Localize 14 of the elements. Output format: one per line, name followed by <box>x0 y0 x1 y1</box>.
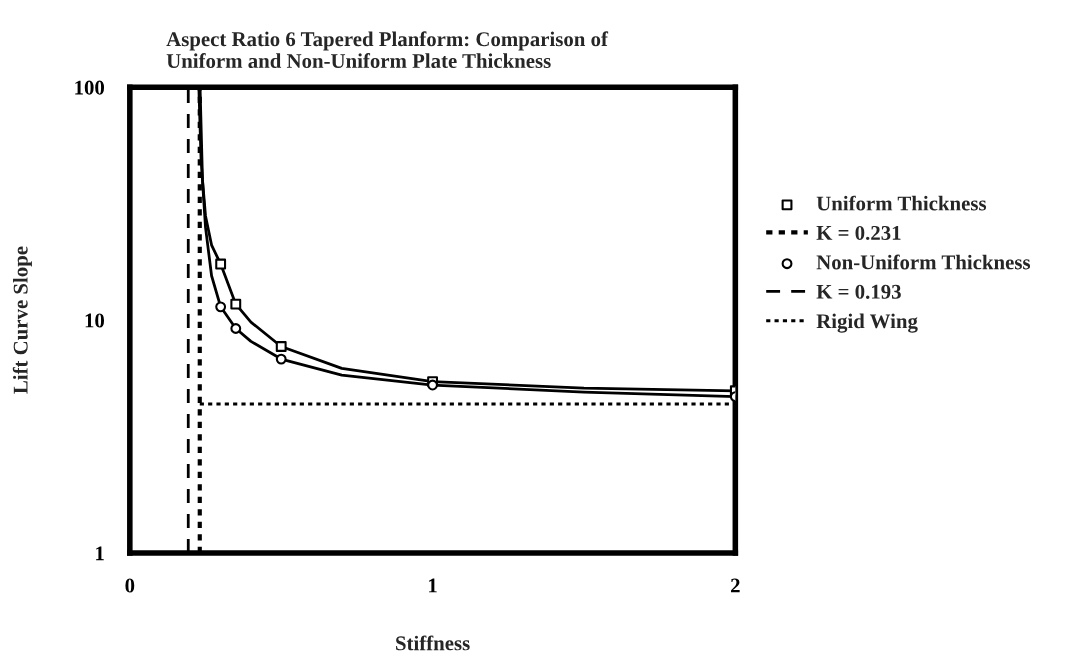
legend-label: Uniform Thickness <box>816 195 987 211</box>
y-tick-label: 100 <box>75 80 105 95</box>
x-tick-label: 2 <box>731 578 740 593</box>
y-axis-title: Lift Curve Slope <box>12 246 32 394</box>
legend-label: K = 0.193 <box>816 284 901 299</box>
x-tick-label: 0 <box>125 578 135 593</box>
legend-label: K = 0.231 <box>816 225 901 241</box>
chart-title: Aspect Ratio 6 Tapered Planform: Comparison of Uniform and Non-Uniform Plate Thickness <box>166 31 609 68</box>
y-tick-label: 10 <box>85 313 105 328</box>
x-axis-title: Stiffness <box>396 635 470 651</box>
x-tick-label: 1 <box>429 578 437 593</box>
y-tick-label: 1 <box>96 546 104 561</box>
legend-label: Non-Uniform Thickness <box>816 254 1031 270</box>
legend-label: Rigid Wing <box>816 313 918 333</box>
